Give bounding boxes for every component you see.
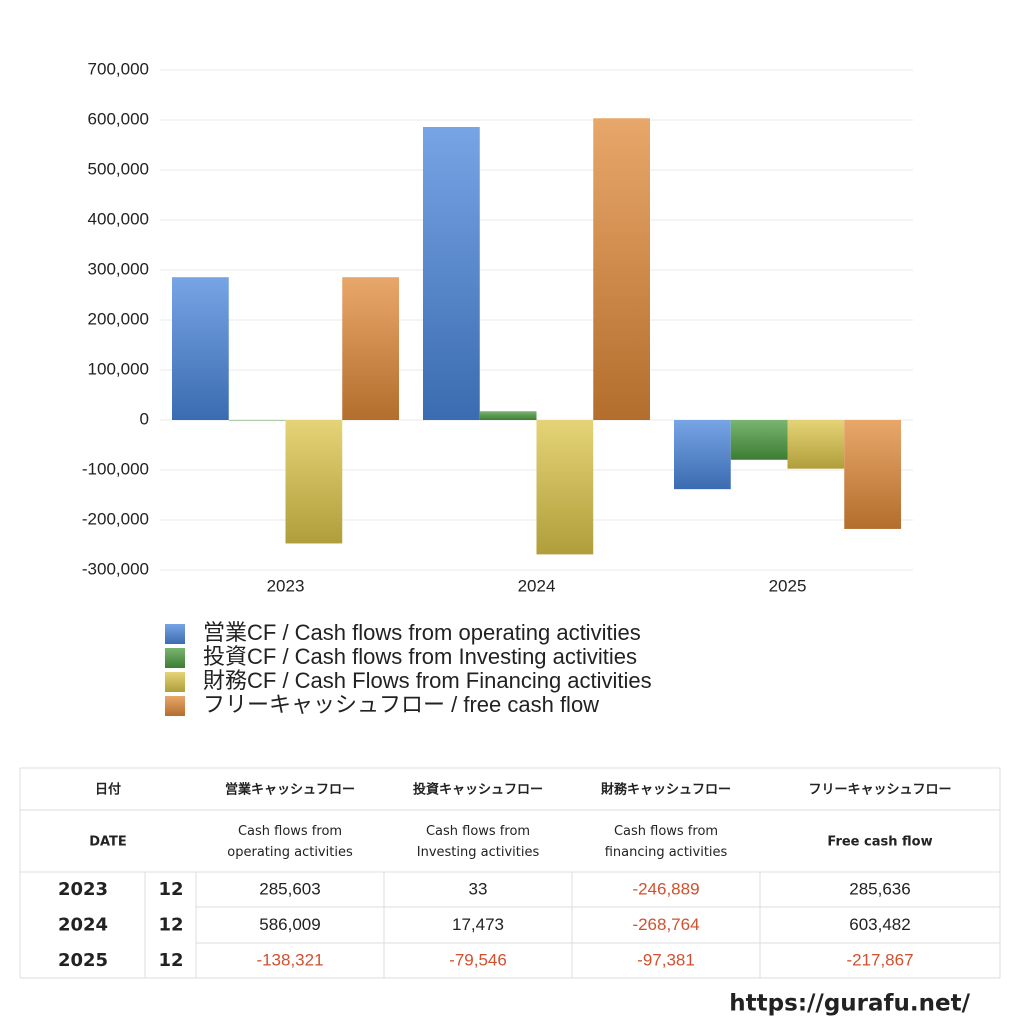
table-cell: 603,482 [849,915,910,934]
table-header: フリーキャッシュフロー [808,783,951,798]
bar [285,420,343,544]
legend-label: 投資CF / Cash flows from Investing activit… [203,644,637,669]
table-cell: 2025 [58,950,108,971]
table-cell: 33 [469,879,488,898]
x-tick-label: 2024 [518,576,556,595]
table-header: 投資キャッシュフロー [413,782,543,798]
y-tick-label: 600,000 [88,109,149,128]
bar [593,118,650,420]
bar [674,420,731,490]
table-cell: -97,381 [637,950,695,969]
bar [730,420,788,460]
bar [423,126,480,421]
x-tick-label: 2025 [769,576,807,595]
table-cell: -268,764 [632,915,699,934]
table-header: 財務キャッシュフロー [600,782,731,798]
table-cell: -246,889 [632,879,699,898]
table-header: 日付 [95,782,121,798]
table-cell: -217,867 [846,950,913,969]
legend-swatch [165,624,185,644]
bar [844,420,901,529]
bar [172,277,229,420]
table-cell: 2024 [58,915,108,936]
footer-url: https://gurafu.net/ [729,991,970,1017]
table-cell: 12 [158,879,183,900]
table-cell: -138,321 [256,950,323,969]
table-cell: 2023 [58,879,108,900]
x-tick-label: 2023 [267,576,305,595]
bar [228,419,286,421]
table-header: 営業キャッシュフロー [225,782,355,798]
table-header-en: Free cash flow [827,835,932,850]
table-header-en: Investing activities [417,845,540,860]
table-header-en: Cash flows from [614,824,718,839]
y-tick-label: 200,000 [88,309,149,328]
table-cell: 17,473 [452,915,504,934]
table-header-en: Cash flows from [238,824,342,839]
y-tick-label: -300,000 [82,559,149,578]
legend-swatch [165,648,185,668]
table-cell: 12 [158,915,183,936]
bar [342,277,399,420]
table-cell: 285,636 [849,879,910,898]
table-header-en: financing activities [605,845,728,860]
table-header-en: Cash flows from [426,824,530,839]
bar [536,420,594,555]
legend-swatch [165,696,185,716]
legend-swatch [165,672,185,692]
y-tick-label: 500,000 [88,159,149,178]
table-header-en: operating activities [227,845,353,860]
table-frame [19,767,1001,979]
legend-label: フリーキャッシュフロー / free cash flow [203,692,599,717]
table-cell: 586,009 [259,915,320,934]
y-tick-label: 300,000 [88,259,149,278]
y-tick-label: -200,000 [82,509,149,528]
bar [787,420,845,469]
legend-label: 営業CF / Cash flows from operating activit… [203,620,641,645]
legend-label: 財務CF / Cash Flows from Financing activit… [203,668,652,693]
table-cell: 285,603 [259,879,320,898]
y-tick-label: 100,000 [88,359,149,378]
y-tick-label: 0 [140,409,149,428]
bar [479,411,537,420]
y-tick-label: 700,000 [88,59,149,78]
y-tick-label: -100,000 [82,459,149,478]
y-tick-label: 400,000 [88,209,149,228]
table-cell: 12 [158,950,183,971]
table-header-en: DATE [89,835,127,850]
table-cell: -79,546 [449,950,507,969]
